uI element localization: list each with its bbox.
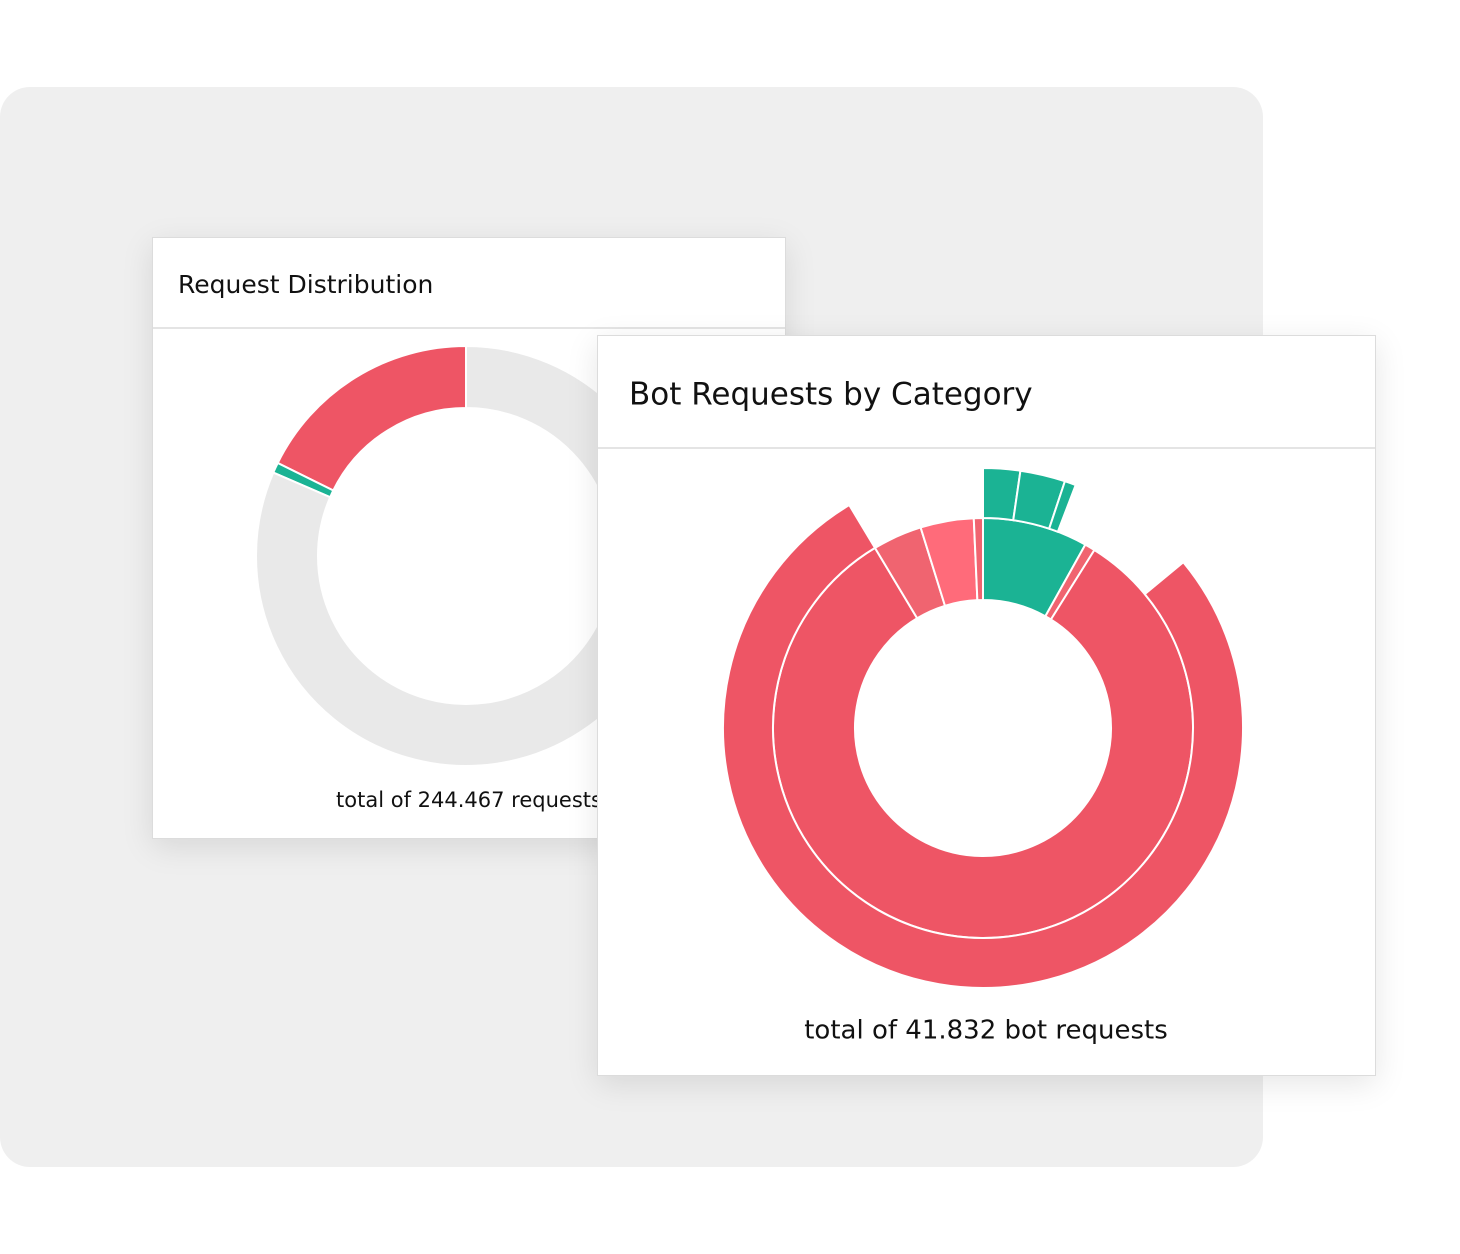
ring-segment (972, 516, 984, 602)
chart: Request Distribution total of 244.467 re… (153, 270, 785, 812)
total-label: total of 41.832 bot requests (804, 1016, 1168, 1046)
ring-segment (255, 344, 677, 767)
ring-segment (1047, 479, 1077, 534)
chart-title: Request Distribution (178, 270, 433, 299)
ring-segment (722, 503, 1244, 989)
total-label: total of 244.467 requests (336, 788, 602, 812)
chart-title: Bot Requests by Category (629, 377, 1033, 413)
ring-segment (276, 344, 467, 492)
card: Bot Requests by Category total of 41.832… (597, 335, 1376, 1076)
chart: Bot Requests by Category total of 41.832… (598, 377, 1375, 1046)
